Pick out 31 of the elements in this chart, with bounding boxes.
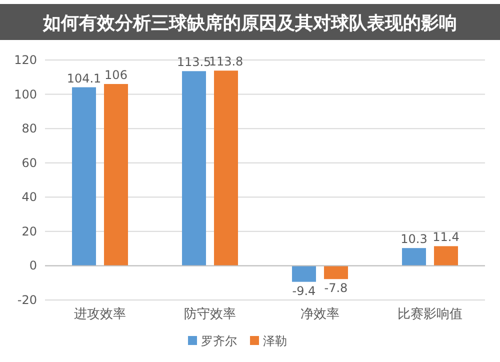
data-label: 10.3 [400, 232, 428, 246]
legend-label: 泽勒 [263, 334, 287, 348]
y-tick-label: 0 [29, 258, 37, 273]
data-label: 104.1 [66, 71, 102, 86]
y-tick-label: 40 [22, 190, 37, 204]
y-tick-label: 80 [22, 122, 37, 136]
data-label: -7.8 [324, 281, 348, 296]
bar [72, 87, 96, 266]
y-tick-label: 100 [14, 87, 37, 102]
x-tick-label: 进攻效率 [74, 306, 126, 322]
y-tick-label: 20 [22, 224, 37, 238]
bar [324, 266, 348, 280]
data-label: 11.4 [432, 230, 460, 244]
y-tick-label: -20 [17, 293, 37, 307]
bar [292, 266, 316, 282]
x-tick-label: 比赛影响值 [398, 306, 462, 322]
x-tick-label: 防守效率 [184, 306, 236, 322]
data-label: -9.4 [292, 284, 316, 298]
legend-label: 罗齐尔 [201, 334, 237, 348]
y-tick-label: 60 [22, 156, 37, 170]
data-label: 106 [104, 68, 128, 82]
bar [434, 246, 458, 266]
data-label: 113.8 [208, 54, 244, 69]
x-tick-label: 净效率 [300, 306, 340, 322]
chart-title: 如何有效分析三球缺席的原因及其对球队表现的影响 [42, 13, 457, 34]
data-label: 113.5 [176, 55, 212, 70]
bar [104, 84, 128, 266]
y-tick-label: 120 [14, 53, 37, 67]
bar [182, 71, 206, 266]
bar [214, 70, 238, 266]
bar [402, 248, 426, 266]
